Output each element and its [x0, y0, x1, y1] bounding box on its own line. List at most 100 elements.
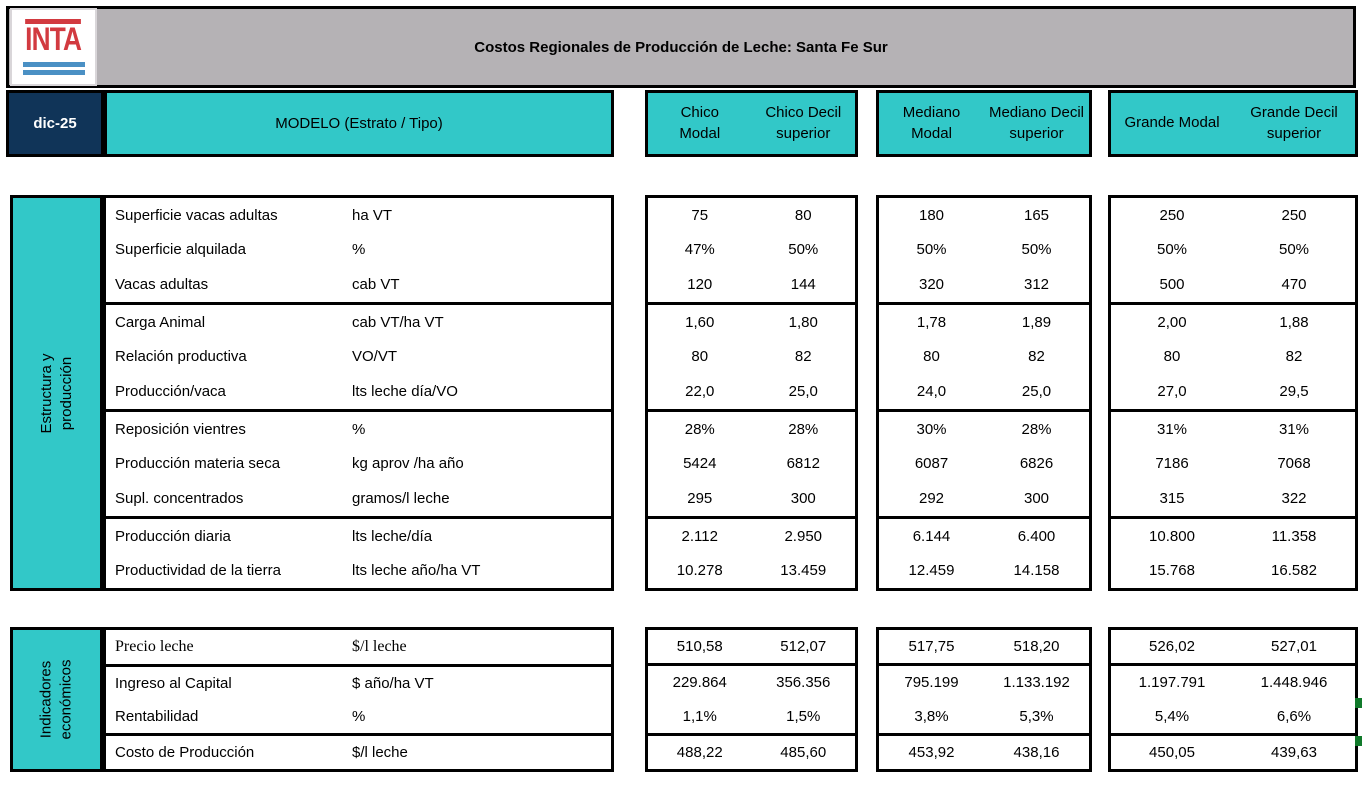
value-cell: 1.133.192 [1003, 674, 1070, 692]
value-cell: 292 [918, 489, 945, 507]
value-cell: 250 [1159, 206, 1185, 224]
value-cell: 1,1% [682, 707, 717, 725]
value-row: 320 312 [879, 267, 1089, 302]
value-cell: 10.278 [676, 562, 723, 580]
row-unit: kg aprov /ha año [352, 455, 464, 473]
green-edge-marker [1355, 698, 1362, 708]
value-subblock: 510,58 512,07 [648, 630, 855, 667]
value-cell: 31% [1156, 420, 1188, 438]
value-row: 795.199 1.133.192 [879, 666, 1089, 699]
table-row: Costo de Producción $/l leche [106, 736, 611, 769]
sidebar-indicadores-economicos: Indicadores económicos [10, 627, 103, 772]
value-subblock: 1,60 1,80 80 82 22,0 25,0 [648, 305, 855, 412]
value-cell: 50% [1278, 241, 1310, 259]
value-row: 12.459 14.158 [879, 553, 1089, 588]
header-group-mediano: Mediano Modal Mediano Decil superior [876, 90, 1092, 157]
table-row: Productividad de la tierra lts leche año/… [106, 553, 611, 588]
value-subblock: 250 250 50% 50% 500 470 [1111, 198, 1355, 305]
value-row: 80 82 [648, 340, 855, 375]
value-row: 15.768 16.582 [1111, 553, 1355, 588]
value-subblock: 6.144 6.400 12.459 14.158 [879, 519, 1089, 588]
value-cell: 80 [691, 348, 709, 366]
value-row: 526,02 527,01 [1111, 630, 1355, 663]
value-cell: 6087 [914, 455, 949, 473]
title-banner: Costos Regionales de Producción de Leche… [6, 6, 1356, 88]
column-header-chico-modal: Chico Modal [679, 104, 721, 142]
row-unit: lts leche año/ha VT [352, 562, 481, 580]
header-group-chico: Chico Modal Chico Decil superior [645, 90, 858, 157]
table-row: Relación productiva VO/VT [106, 340, 611, 375]
value-row: 2,00 1,88 [1111, 305, 1355, 340]
value-cell: 439,63 [1271, 743, 1317, 761]
row-label: Superficie vacas adultas [115, 206, 278, 224]
row-unit: gramos/l leche [352, 489, 450, 507]
value-cell: 5,3% [1019, 707, 1054, 725]
value-cell: 25,0 [1021, 383, 1052, 400]
label-subblock: Precio leche $/l leche [106, 630, 611, 667]
value-subblock: 180 165 50% 50% 320 312 [879, 198, 1089, 305]
value-cell: 312 [1023, 276, 1050, 294]
row-label: Productividad de la tierra [115, 562, 281, 580]
value-row: 30% 28% [879, 412, 1089, 447]
value-subblock: 75 80 47% 50% 120 144 [648, 198, 855, 305]
value-cell: 7068 [1277, 455, 1311, 473]
column-header-chico-decil: Chico Decil superior [765, 104, 842, 142]
value-cell: 29,5 [1279, 383, 1309, 400]
row-unit: ha VT [352, 206, 393, 224]
column-header-grande-decil: Grande Decil superior [1250, 104, 1338, 142]
value-row: 292 300 [879, 481, 1089, 516]
value-cell: 120 [687, 276, 713, 294]
table-row: Vacas adultas cab VT [106, 267, 611, 302]
value-cell: 28% [788, 420, 819, 438]
table-row: Producción diaria lts leche/día [106, 519, 611, 554]
row-unit: VO/VT [352, 348, 398, 366]
values-box-0-1: 180 165 50% 50% 320 312 1,78 1,89 80 82 24,0 25,0 30… [876, 195, 1092, 591]
green-edge-marker [1355, 736, 1362, 746]
table-row: Ingreso al Capital $ año/ha VT [106, 667, 611, 700]
value-cell: 6812 [786, 455, 820, 473]
value-cell: 14.158 [1013, 562, 1060, 580]
value-cell: 300 [1023, 489, 1050, 507]
value-cell: 2.950 [784, 527, 823, 545]
value-cell: 518,20 [1013, 638, 1060, 656]
value-cell: 450,05 [1149, 743, 1195, 761]
value-cell: 5,4% [1154, 707, 1190, 725]
table-row: Reposición vientres% [106, 412, 611, 447]
value-cell: 438,16 [1013, 743, 1060, 761]
value-row: 24,0 25,0 [879, 374, 1089, 409]
value-row: 10.278 13.459 [648, 553, 855, 588]
value-cell: 795.199 [904, 674, 959, 692]
value-row: 500 470 [1111, 267, 1355, 302]
value-row: 229.864 356.356 [648, 666, 855, 699]
value-row: 6.144 6.400 [879, 519, 1089, 554]
value-cell: 28% [1021, 420, 1052, 438]
value-cell: 13.459 [780, 562, 827, 580]
label-subblock: Superficie vacas adultas ha VT Superficie … [106, 198, 611, 305]
value-cell: 82 [1285, 348, 1303, 366]
row-unit: lts leche día/VO [352, 383, 458, 400]
value-cell: 165 [1023, 206, 1050, 224]
row-unit: $/l leche [352, 744, 408, 761]
value-cell: 295 [687, 489, 713, 507]
value-cell: 1,60 [685, 313, 715, 331]
value-cell: 27,0 [1157, 383, 1187, 400]
table-row: Rentabilidad% [106, 700, 611, 733]
value-row: 27,0 29,5 [1111, 374, 1355, 409]
value-row: 517,75 518,20 [879, 630, 1089, 663]
header-group-grande: Grande Modal Grande Decil superior [1108, 90, 1358, 157]
value-cell: 6.144 [912, 527, 951, 545]
value-cell: 2,00 [1157, 313, 1187, 331]
value-row: 315 322 [1111, 481, 1355, 516]
value-row: 120 144 [648, 267, 855, 302]
value-cell: 82 [794, 348, 812, 366]
value-cell: 16.582 [1271, 562, 1317, 580]
value-row: 450,05 439,63 [1111, 736, 1355, 769]
value-cell: 25,0 [788, 383, 818, 400]
value-cell: 1,80 [788, 313, 818, 331]
value-cell: 144 [790, 276, 816, 294]
value-cell: 180 [918, 206, 945, 224]
label-subblock: Costo de Producción $/l leche [106, 736, 611, 769]
value-cell: 1,78 [916, 313, 947, 331]
row-unit: % [352, 420, 366, 438]
value-row: 1,78 1,89 [879, 305, 1089, 340]
